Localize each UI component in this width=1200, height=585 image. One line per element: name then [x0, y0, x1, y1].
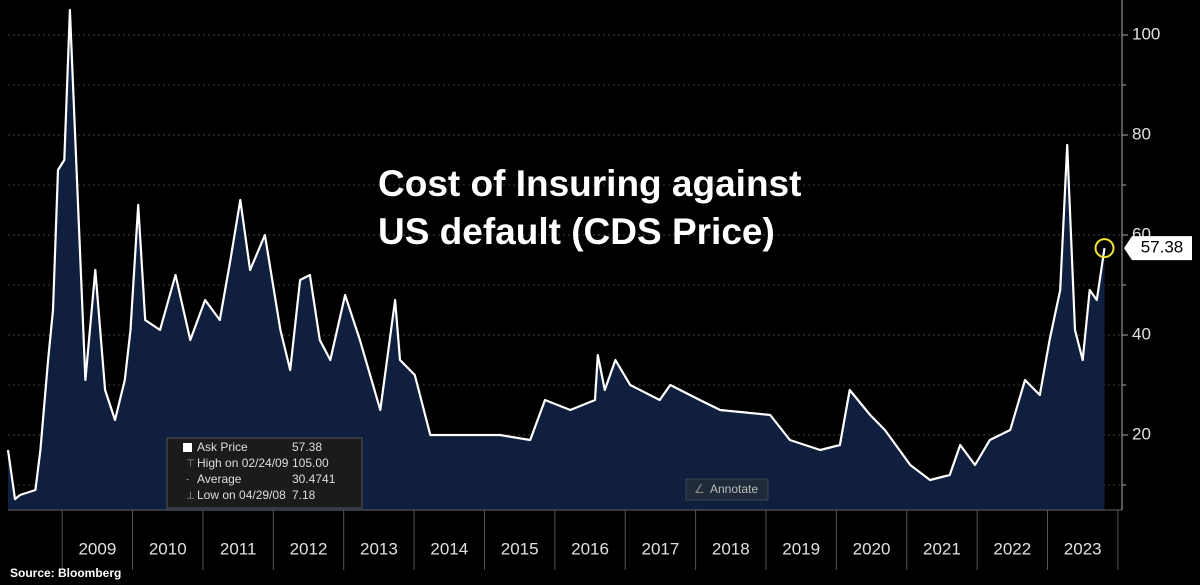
x-tick-label: 2016	[571, 539, 609, 558]
x-tick-label: 2020	[853, 539, 891, 558]
x-tick-label: 2023	[1064, 539, 1102, 558]
x-tick-label: 2013	[360, 539, 398, 558]
y-tick-label: 40	[1132, 324, 1151, 343]
stats-icon: ⊤	[186, 459, 195, 470]
x-tick-label: 2021	[923, 539, 961, 558]
stats-value: 30.4741	[292, 472, 336, 486]
x-tick-label: 2009	[78, 539, 116, 558]
annotate-icon: ∠	[694, 482, 705, 496]
stats-icon: ⊥	[186, 491, 195, 502]
x-tick-label: 2015	[501, 539, 539, 558]
x-tick-label: 2014	[430, 539, 468, 558]
x-tick-label: 2017	[642, 539, 680, 558]
x-tick-label: 2019	[782, 539, 820, 558]
x-tick-label: 2022	[993, 539, 1031, 558]
stats-label: Average	[197, 472, 242, 486]
x-tick-label: 2012	[290, 539, 328, 558]
stats-value: 7.18	[292, 488, 316, 502]
stats-value: 57.38	[292, 440, 322, 454]
y-tick-label: 20	[1132, 424, 1151, 443]
stats-label: High on 02/24/09	[197, 456, 289, 470]
stats-icon: -	[186, 475, 189, 486]
last-point-marker	[1094, 238, 1115, 259]
chart-title: Cost of Insuring against	[378, 163, 801, 204]
chart-title: US default (CDS Price)	[378, 211, 775, 252]
stats-value: 105.00	[292, 456, 329, 470]
last-value-label: 57.38	[1141, 238, 1184, 257]
x-tick-label: 2018	[712, 539, 750, 558]
line	[6, 8, 1106, 501]
area	[8, 10, 1105, 510]
x-tick-label: 2010	[149, 539, 187, 558]
stats-label: Ask Price	[197, 440, 248, 454]
annotate-button-bg	[685, 478, 769, 501]
annotate-button[interactable]: Annotate ∠	[685, 478, 769, 501]
y-tick-label: 80	[1132, 124, 1151, 143]
stats-box: Ask Price 57.38 ⊤ High on 02/24/09 105.00 - Av…	[166, 437, 363, 509]
last-value-tag	[1124, 236, 1192, 261]
y-tick-label: 100	[1132, 24, 1160, 43]
stats-label: Low on 04/29/08	[197, 488, 286, 502]
source: Source: Bloomberg	[10, 566, 121, 580]
annotate-button-label: Annotate	[710, 482, 758, 496]
stats-box-bg	[166, 437, 363, 509]
x-tick-label: 2011	[220, 539, 257, 558]
stats-swatch	[183, 443, 192, 452]
